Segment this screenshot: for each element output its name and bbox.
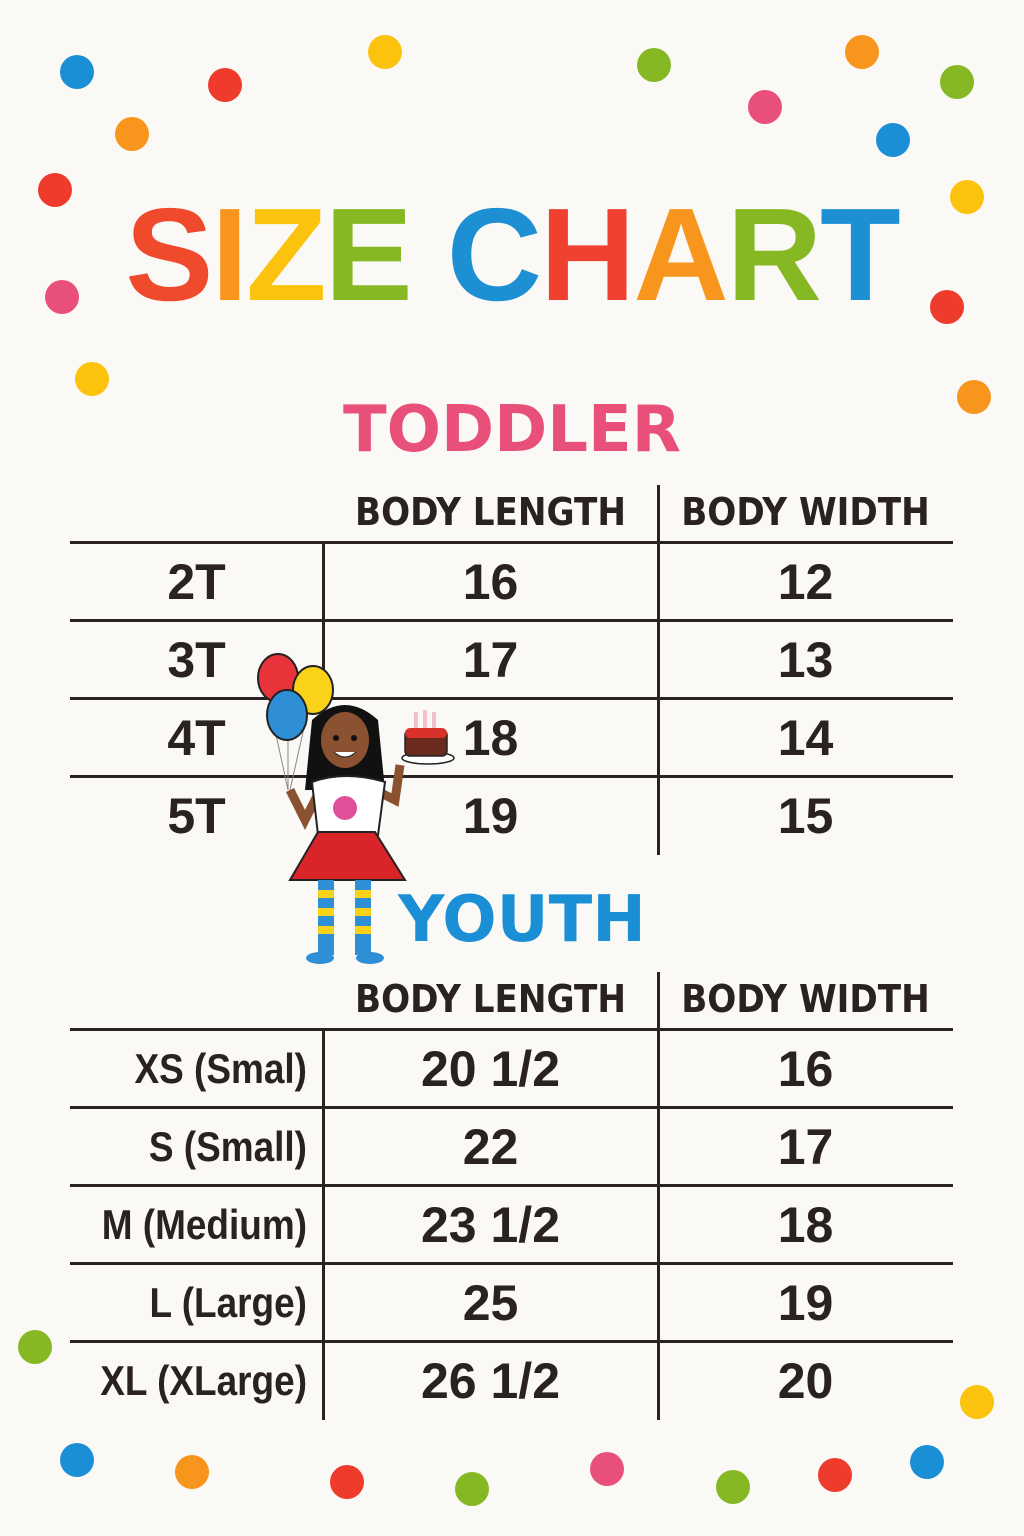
body-length-value: 26 1/2 <box>420 1353 560 1409</box>
row-divider <box>70 1028 953 1031</box>
title-letter: C <box>446 181 542 328</box>
confetti-dot <box>716 1470 750 1504</box>
body-length-value: 18 <box>462 710 519 766</box>
confetti-dot <box>845 35 879 69</box>
body-width-value: 13 <box>777 632 834 688</box>
row-divider <box>70 541 953 544</box>
column-header-body-length: BODY LENGTH <box>355 977 626 1021</box>
row-divider <box>70 1262 953 1265</box>
row-divider <box>70 1340 953 1343</box>
confetti-dot <box>637 48 671 82</box>
column-divider <box>657 543 660 855</box>
youth-heading: YOUTH <box>398 883 646 957</box>
size-label: 3T <box>167 632 226 688</box>
column-divider <box>657 1030 660 1420</box>
confetti-dot <box>940 65 974 99</box>
cake-icon <box>401 710 455 765</box>
body-width-value: 16 <box>777 1041 834 1097</box>
row-divider <box>70 775 953 778</box>
size-label: XS (Smal) <box>134 1045 307 1092</box>
column-divider <box>322 1030 325 1420</box>
body-width-value: 19 <box>777 1275 834 1331</box>
column-header-body-length: BODY LENGTH <box>355 490 626 534</box>
size-label: 4T <box>167 710 226 766</box>
size-label: 2T <box>167 554 226 610</box>
row-divider <box>70 697 953 700</box>
balloons-icon <box>257 653 334 791</box>
body-length-value: 16 <box>462 554 519 610</box>
body-width-value: 18 <box>777 1197 834 1253</box>
confetti-dot <box>175 1455 209 1489</box>
title-letter: A <box>633 181 728 328</box>
body-length-value: 17 <box>462 632 519 688</box>
confetti-dot <box>45 280 79 314</box>
confetti-dot <box>950 180 984 214</box>
confetti-dot <box>368 35 402 69</box>
toddler-heading: TODDLER <box>342 393 682 467</box>
body-length-value: 20 1/2 <box>420 1041 560 1097</box>
birthday-girl-mascot-illustration <box>257 653 455 964</box>
confetti-dot <box>115 117 149 151</box>
size-label: XL (XLarge) <box>100 1357 307 1404</box>
confetti-dot <box>930 290 964 324</box>
confetti-dot <box>60 1443 94 1477</box>
title-letter: R <box>726 181 822 328</box>
confetti-dot <box>455 1472 489 1506</box>
row-divider <box>70 1106 953 1109</box>
size-label: S (Small) <box>148 1123 307 1170</box>
size-label: L (Large) <box>149 1279 307 1326</box>
header-divider <box>657 972 660 1030</box>
confetti-dot <box>18 1330 52 1364</box>
body-length-value: 19 <box>462 788 519 844</box>
body-length-value: 23 1/2 <box>420 1197 560 1253</box>
confetti-dot <box>876 123 910 157</box>
confetti-dot <box>910 1445 944 1479</box>
column-header-body-width: BODY WIDTH <box>681 977 930 1021</box>
body-width-value: 17 <box>777 1119 834 1175</box>
confetti-dot <box>208 68 242 102</box>
size-label: M (Medium) <box>101 1201 307 1248</box>
title-letter: E <box>324 181 413 328</box>
body-length-value: 22 <box>462 1119 519 1175</box>
row-divider <box>70 619 953 622</box>
confetti-dot <box>330 1465 364 1499</box>
title-letter: H <box>540 181 635 328</box>
body-width-value: 12 <box>777 554 834 610</box>
body-width-value: 15 <box>777 788 834 844</box>
size-label: 5T <box>167 788 226 844</box>
title-letter: T <box>820 181 901 328</box>
confetti-dot <box>38 173 72 207</box>
header-divider <box>657 485 660 543</box>
confetti-dot <box>590 1452 624 1486</box>
body-width-value: 14 <box>777 710 834 766</box>
page-title: SIZE CHART <box>0 180 1024 330</box>
column-header-body-width: BODY WIDTH <box>681 490 930 534</box>
shirt-logo-icon <box>333 796 357 820</box>
confetti-dot <box>818 1458 852 1492</box>
title-letter: S <box>125 181 213 328</box>
confetti-dot <box>75 362 109 396</box>
body-width-value: 20 <box>777 1353 834 1409</box>
row-divider <box>70 1184 953 1187</box>
confetti-dot <box>957 380 991 414</box>
confetti-dot <box>60 55 94 89</box>
confetti-dot <box>748 90 782 124</box>
title-letter: Z <box>246 181 327 328</box>
confetti-dot <box>960 1385 994 1419</box>
title-space <box>411 180 447 330</box>
body-length-value: 25 <box>462 1275 519 1331</box>
title-letter: I <box>211 181 248 328</box>
